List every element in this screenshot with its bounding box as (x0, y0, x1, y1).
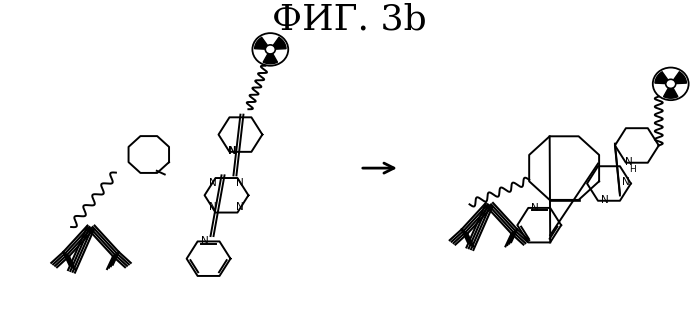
Text: N: N (601, 195, 609, 205)
Text: N: N (236, 178, 243, 188)
Text: N: N (236, 202, 243, 212)
Text: N: N (228, 146, 237, 156)
Polygon shape (663, 89, 678, 98)
Text: H: H (628, 165, 635, 174)
Text: N: N (622, 176, 630, 187)
Polygon shape (273, 37, 286, 49)
Text: N: N (210, 202, 217, 212)
Text: ФИГ. 3b: ФИГ. 3b (272, 3, 426, 37)
Text: N: N (201, 236, 208, 246)
Polygon shape (263, 54, 278, 64)
Text: N: N (531, 202, 539, 213)
Polygon shape (254, 37, 267, 49)
Polygon shape (674, 72, 686, 83)
Text: N: N (210, 178, 217, 188)
Text: N: N (625, 157, 633, 167)
Polygon shape (655, 72, 668, 83)
